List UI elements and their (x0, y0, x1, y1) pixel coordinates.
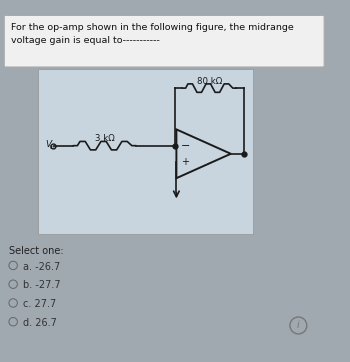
FancyBboxPatch shape (4, 16, 324, 67)
FancyBboxPatch shape (37, 70, 253, 233)
Text: +: + (181, 157, 189, 167)
Text: For the op-amp shown in the following figure, the midrange: For the op-amp shown in the following fi… (11, 24, 294, 32)
Polygon shape (176, 129, 231, 178)
Text: V: V (45, 140, 51, 149)
Text: c. 27.7: c. 27.7 (22, 299, 56, 309)
Text: in: in (50, 145, 56, 150)
Text: a. -26.7: a. -26.7 (22, 262, 60, 272)
Text: Select one:: Select one: (9, 246, 64, 256)
Text: −: − (181, 141, 190, 151)
Text: i: i (297, 320, 300, 331)
Text: d. 26.7: d. 26.7 (22, 318, 56, 328)
Text: voltage gain is equal to-----------: voltage gain is equal to----------- (11, 35, 160, 45)
Text: b. -27.7: b. -27.7 (22, 281, 60, 290)
Text: 80 kΩ: 80 kΩ (197, 77, 222, 86)
Text: 3 kΩ: 3 kΩ (95, 134, 114, 143)
